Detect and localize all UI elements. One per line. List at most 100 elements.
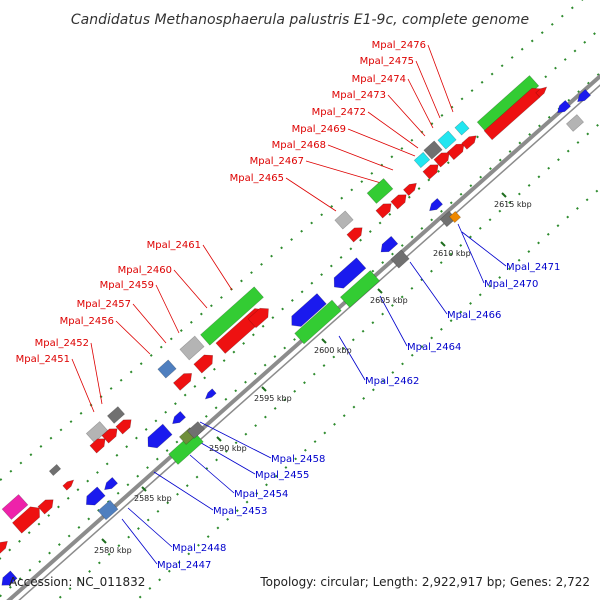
scale-tick-mark xyxy=(216,436,222,442)
gene-2449 xyxy=(1,494,29,520)
leader-bottom xyxy=(457,223,485,284)
gene-2453 xyxy=(97,499,119,521)
leader-top xyxy=(305,160,382,184)
gene-2466b xyxy=(390,249,410,269)
gene-label-top: Mpal_2456 xyxy=(60,316,114,327)
leader-bottom xyxy=(121,518,158,565)
leader-bottom xyxy=(461,231,507,267)
gene-labels: Mpal_2476 Mpal_2475 Mpal_2474 Mpal_2473 Mpal… xyxy=(16,40,561,571)
gene-2451c xyxy=(89,438,106,454)
gene-label-top: Mpal_2467 xyxy=(250,156,304,167)
gene-label-top: Mpal_2473 xyxy=(332,90,386,101)
scale-tick-label: 2605 kbp xyxy=(370,296,408,305)
scale-tick-mark xyxy=(321,338,327,344)
gene-2468 xyxy=(446,143,465,161)
leader-top xyxy=(132,303,167,344)
gene-label-top: Mpal_2476 xyxy=(372,40,426,51)
leader-bottom xyxy=(127,507,173,548)
genome-summary: Topology: circular; Length: 2,922,917 bp… xyxy=(259,575,590,589)
gene-label-bottom: Mpal_2471 xyxy=(506,262,560,273)
gene-2458b xyxy=(147,423,173,449)
gene-2445 xyxy=(1,570,18,586)
gene-2454 xyxy=(85,486,106,506)
gene-label-top: Mpal_2472 xyxy=(312,107,366,118)
scale-tick-label: 2600 kbp xyxy=(314,346,352,355)
leader-top xyxy=(367,111,419,149)
gene-2450 xyxy=(48,463,62,477)
scale-tick-mark xyxy=(501,192,507,198)
gene-2467 xyxy=(422,164,439,180)
leader-top xyxy=(173,269,208,309)
leader-bottom xyxy=(153,471,214,511)
leader-bottom xyxy=(338,335,366,381)
gene-2465d xyxy=(402,182,417,197)
leader-top xyxy=(115,320,151,355)
gene-2455b xyxy=(186,421,206,439)
leader-top xyxy=(202,244,233,291)
leader-bottom xyxy=(409,261,448,315)
gene-label-bottom: Mpal_2454 xyxy=(234,489,288,500)
gene-2446 xyxy=(0,540,8,554)
leader-bottom xyxy=(379,295,408,347)
gene-label-top: Mpal_2475 xyxy=(360,56,414,67)
gene-2463b xyxy=(346,227,363,243)
gene-2466 xyxy=(380,235,399,253)
dotted-guide-1 xyxy=(0,0,584,482)
gene-label-top: Mpal_2459 xyxy=(100,280,154,291)
gene-2463 xyxy=(334,210,354,230)
gene-label-bottom: Mpal_2462 xyxy=(365,376,419,387)
scale-tick-mark xyxy=(377,288,383,294)
scale-tick-label: 2580 kbp xyxy=(94,546,132,555)
leader-top xyxy=(347,128,416,157)
label-leader-lines xyxy=(71,44,507,565)
gene-2464b xyxy=(333,257,367,289)
gene-label-bottom: Mpal_2458 xyxy=(271,454,325,465)
gene-2471b xyxy=(448,210,462,224)
leader-top xyxy=(155,284,180,334)
leader-top xyxy=(415,60,441,119)
gene-label-top: Mpal_2451 xyxy=(16,354,70,365)
gene-2457 xyxy=(157,359,177,379)
gene-label-bottom: Mpal_2466 xyxy=(447,310,501,321)
gene-2465 xyxy=(366,178,394,204)
gene-label-bottom: Mpal_2455 xyxy=(255,470,309,481)
gene-2459b xyxy=(193,354,214,374)
gene-2472 xyxy=(423,140,443,160)
gene-2470 xyxy=(429,197,444,212)
backbone-line-inner xyxy=(18,84,600,600)
gene-label-top: Mpal_2468 xyxy=(272,140,326,151)
scale-tick-mark xyxy=(440,241,446,247)
gene-2462 xyxy=(294,299,342,345)
gene-2467b xyxy=(461,135,477,150)
gene-2454b xyxy=(104,476,119,491)
accession-label: Accession: NC_011832 xyxy=(9,575,145,589)
leader-top xyxy=(285,177,337,212)
scale-tick-label: 2585 kbp xyxy=(134,494,172,503)
scale-tick-mark xyxy=(261,386,267,392)
gene-2476-small xyxy=(535,86,548,98)
gene-label-top: Mpal_2474 xyxy=(352,74,406,85)
gene-2457b xyxy=(172,410,187,425)
gene-2465b xyxy=(390,194,407,210)
gene-2459 xyxy=(179,335,205,361)
gene-label-bottom: Mpal_2464 xyxy=(407,342,461,353)
gene-2460b xyxy=(204,388,217,400)
gene-2449c xyxy=(37,499,54,515)
gene-2452b xyxy=(106,406,126,424)
gene-label-bottom: Mpal_2447 xyxy=(157,560,211,571)
gene-2465c xyxy=(375,203,392,219)
leader-bottom xyxy=(189,454,235,494)
gene-2479 xyxy=(577,88,592,103)
gene-2478b xyxy=(557,99,572,114)
leader-top xyxy=(387,94,426,137)
leader-top xyxy=(407,78,434,129)
gene-2449b xyxy=(11,506,40,534)
gene-2451 xyxy=(101,428,118,444)
gene-label-top: Mpal_2469 xyxy=(292,124,346,135)
scale-tick-label: 2610 kbp xyxy=(433,249,471,258)
dotted-guide-4 xyxy=(55,121,600,600)
gene-label-top: Mpal_2457 xyxy=(77,299,131,310)
gene-2450b xyxy=(62,479,75,491)
gene-label-bottom: Mpal_2453 xyxy=(213,506,267,517)
